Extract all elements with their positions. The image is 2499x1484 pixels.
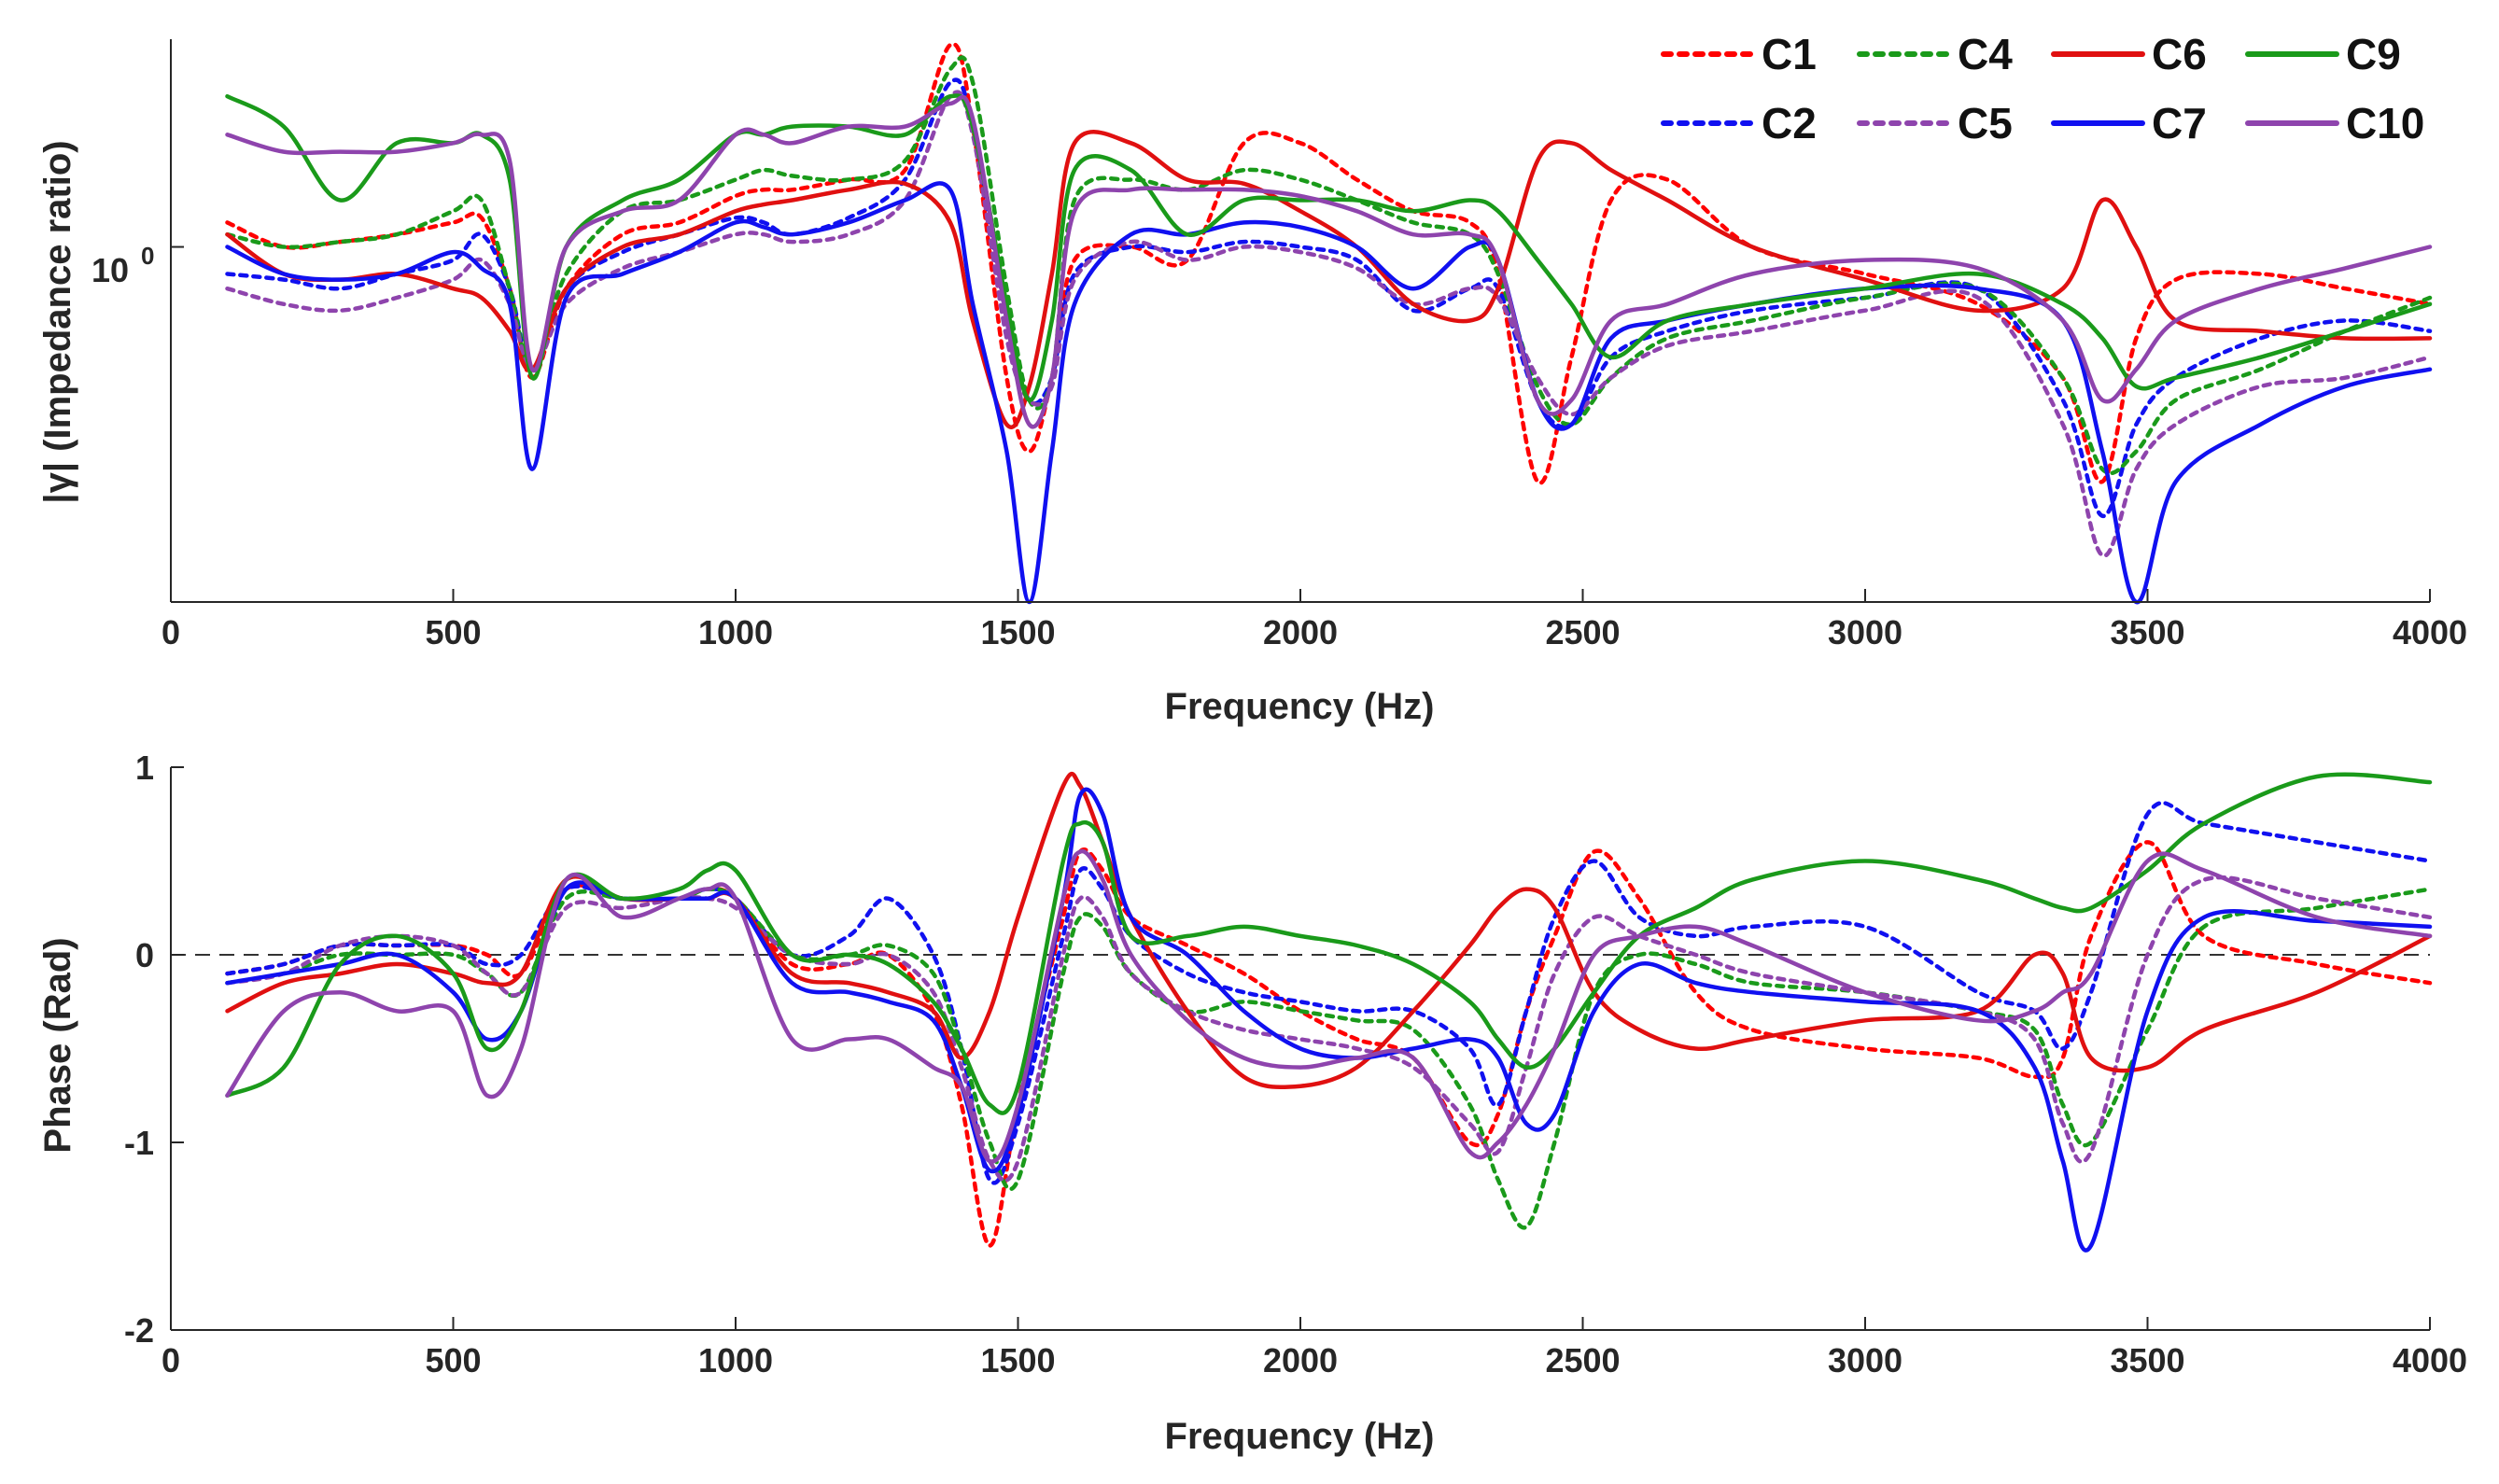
phase-x-tick-label: 3500 [2110, 1341, 2184, 1379]
phase-y-axis-title: Phase (Rad) [37, 937, 78, 1153]
phase-x-tick-label: 0 [161, 1341, 180, 1379]
magnitude-series-c7 [225, 181, 2433, 605]
legend-label-c6: C6 [2152, 30, 2207, 78]
magnitude-x-tick-label: 0 [161, 613, 180, 651]
phase-x-tick-label: 4000 [2393, 1341, 2467, 1379]
legend-label-c5: C5 [1958, 99, 2013, 147]
legend-label-c1: C1 [1762, 30, 1817, 78]
phase-y-tick-label: -2 [124, 1311, 154, 1350]
magnitude-x-tick-label: 500 [425, 613, 481, 651]
phase-series-group [225, 771, 2433, 1253]
magnitude-x-tick-label: 1500 [980, 613, 1055, 651]
phase-panel: 0 500 1000 1500 2000 2500 3000 3500 4000 10-1-2 … [37, 749, 2467, 1457]
phase-x-ticks: 0 500 1000 1500 2000 2500 3000 3500 4000 [161, 1317, 2467, 1379]
legend: C1 C4 C6 C9 C2 C5 C7 C10 [1661, 30, 2424, 147]
magnitude-series-c9 [225, 93, 2433, 402]
magnitude-y-tick: 10 0 [91, 242, 184, 289]
magnitude-y-axis-title: |γ| (Impedance ratio) [37, 140, 78, 503]
magnitude-x-tick-label: 3500 [2110, 613, 2184, 651]
magnitude-x-tick-label: 1000 [698, 613, 773, 651]
magnitude-x-tick-label: 2500 [1545, 613, 1620, 651]
phase-x-tick-label: 2500 [1545, 1341, 1620, 1379]
phase-x-axis-title: Frequency (Hz) [1165, 1416, 1435, 1457]
phase-series-c10 [225, 848, 2433, 1164]
phase-y-tick-label: 0 [135, 936, 154, 974]
phase-x-tick-label: 1500 [980, 1341, 1055, 1379]
legend-label-c9: C9 [2346, 30, 2401, 78]
magnitude-x-tick-label: 2000 [1263, 613, 1338, 651]
magnitude-series-c6 [225, 130, 2433, 429]
magnitude-x-axis-title: Frequency (Hz) [1165, 686, 1435, 727]
phase-y-tick-label: -1 [124, 1124, 154, 1162]
magnitude-x-tick-label: 3000 [1828, 613, 1902, 651]
legend-label-c2: C2 [1762, 99, 1817, 147]
magnitude-x-tick-label: 4000 [2393, 613, 2467, 651]
magnitude-panel: 0 500 1000 1500 2000 2500 3000 3500 4000 10 0 Fr… [37, 39, 2467, 727]
magnitude-series-c10 [225, 94, 2433, 429]
magnitude-y-tick-exponent: 0 [141, 242, 154, 270]
phase-x-tick-label: 3000 [1828, 1341, 1902, 1379]
phase-y-tick-label: 1 [135, 749, 154, 787]
legend-label-c4: C4 [1958, 30, 2013, 78]
phase-x-tick-label: 1000 [698, 1341, 773, 1379]
magnitude-series-group [225, 41, 2433, 605]
phase-x-tick-label: 500 [425, 1341, 481, 1379]
phase-y-ticks: 1 0 -1 -2 [124, 749, 184, 1350]
phase-x-tick-label: 2000 [1263, 1341, 1338, 1379]
legend-label-c10: C10 [2346, 99, 2424, 147]
magnitude-y-tick-label: 10 [91, 251, 129, 289]
legend-label-c7: C7 [2152, 99, 2207, 147]
magnitude-x-ticks: 0 500 1000 1500 2000 2500 3000 3500 4000 [161, 589, 2467, 651]
